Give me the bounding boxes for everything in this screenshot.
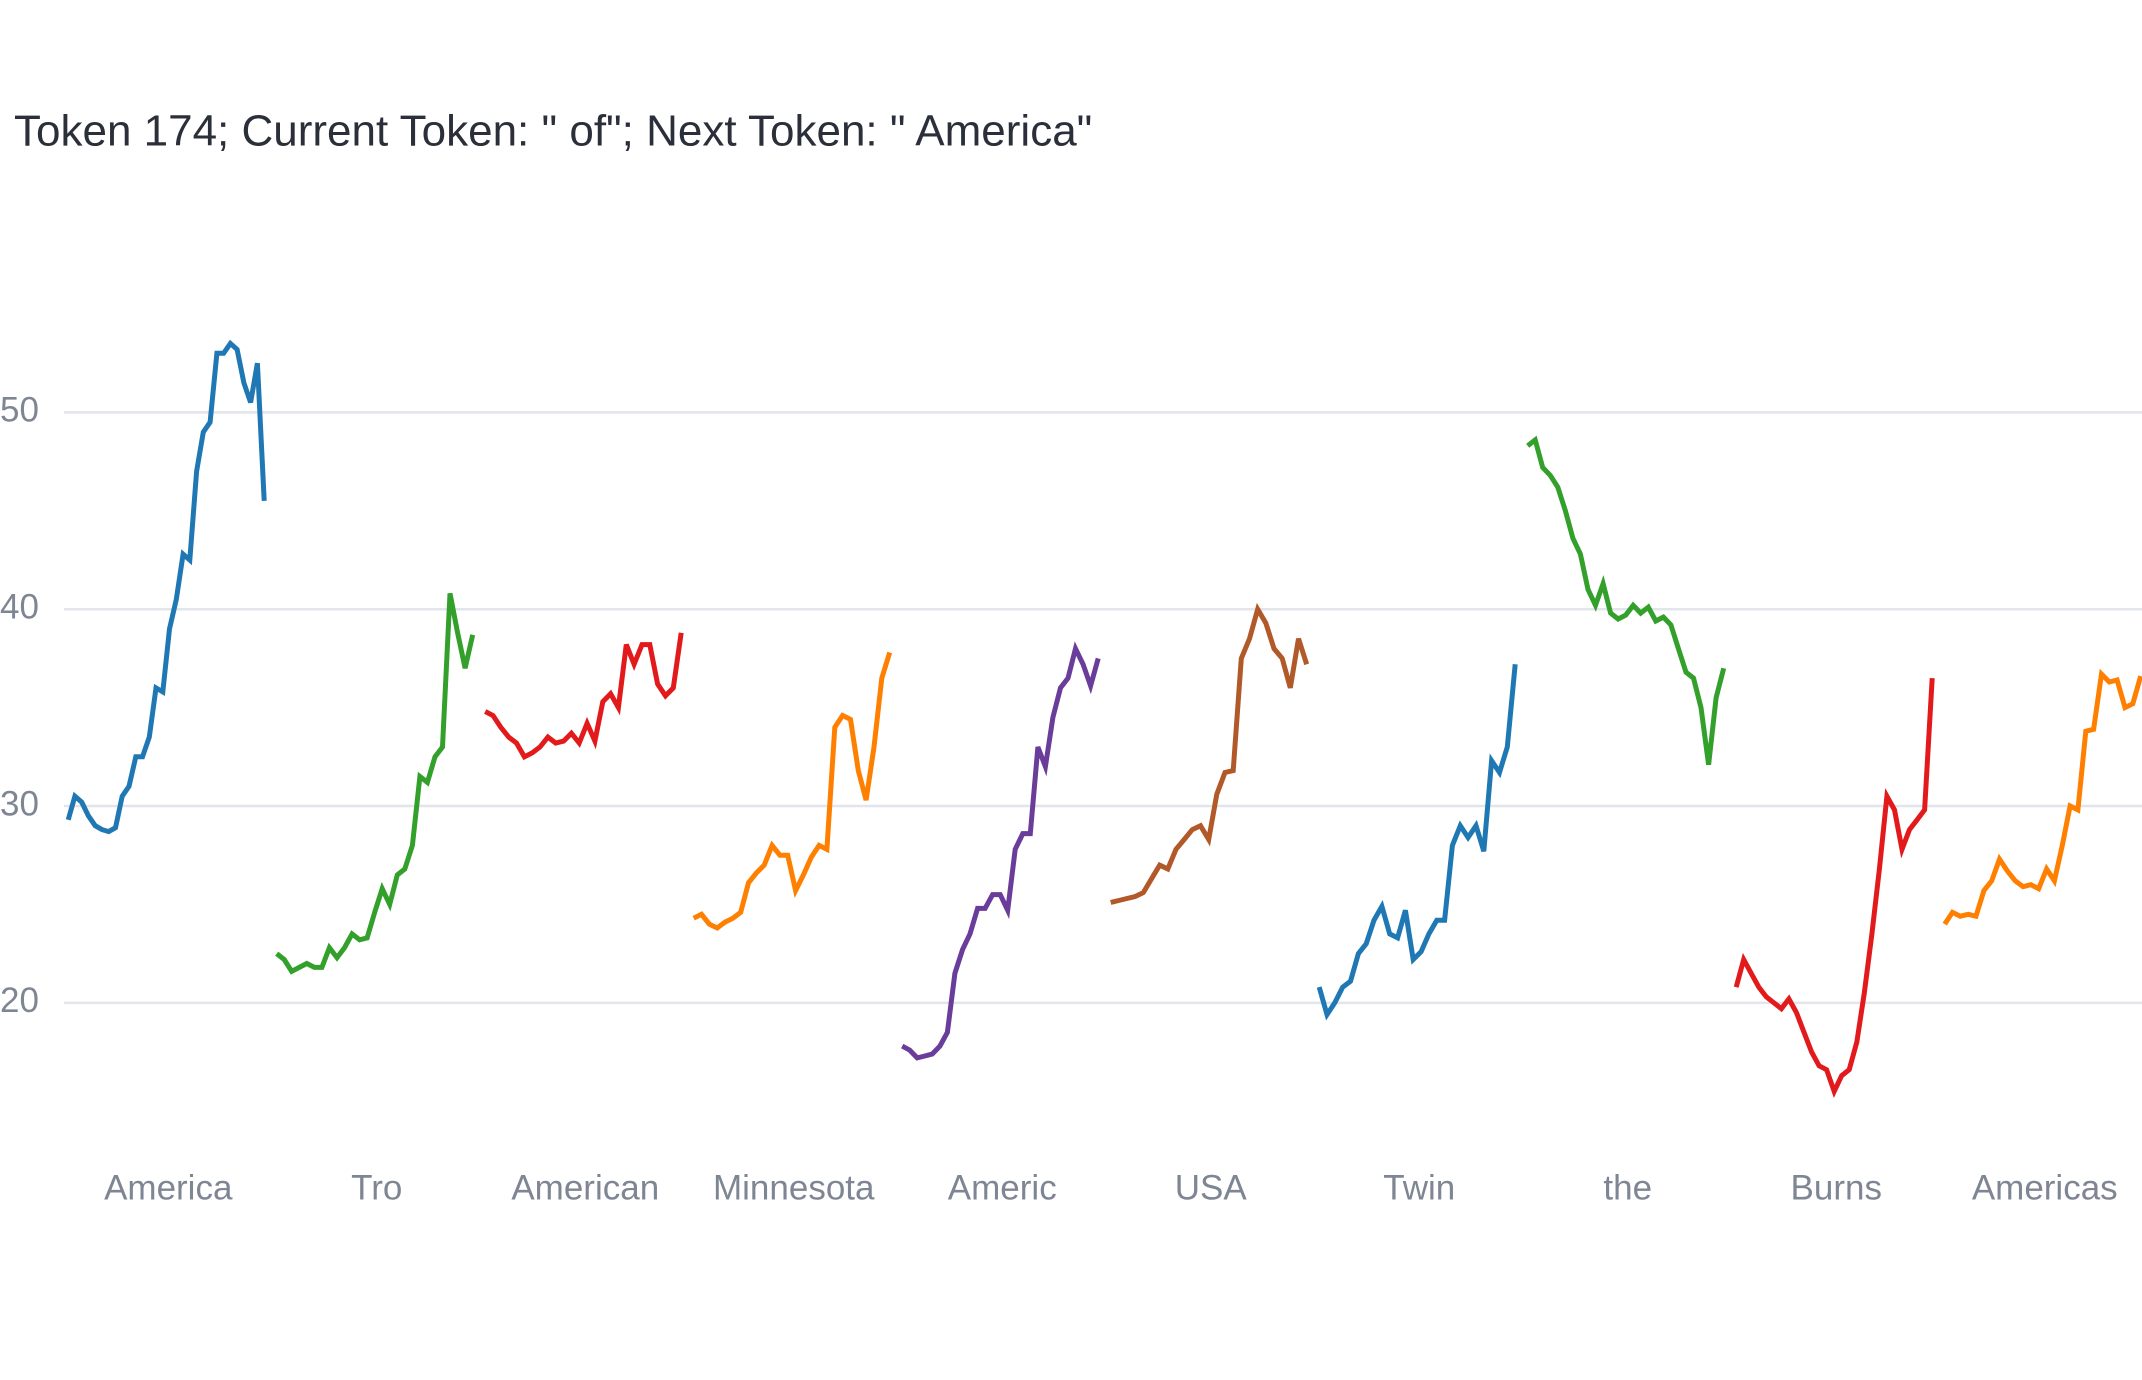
y-tick-label: 40 bbox=[0, 587, 39, 626]
series-line bbox=[65, 339, 267, 835]
series-line bbox=[275, 592, 476, 975]
x-tick-label: Minnesota bbox=[713, 1168, 875, 1207]
series-line bbox=[1110, 602, 1310, 905]
series-line bbox=[1316, 664, 1518, 1021]
y-tick-label: 30 bbox=[0, 784, 39, 823]
x-tick-label: USA bbox=[1175, 1168, 1248, 1207]
x-tick-label: Tro bbox=[351, 1168, 402, 1207]
series-line bbox=[901, 641, 1101, 1061]
x-tick-label: America bbox=[104, 1168, 233, 1207]
y-tick-label: 50 bbox=[0, 391, 39, 430]
series-line bbox=[484, 632, 684, 761]
y-tick-label: 20 bbox=[0, 981, 39, 1020]
x-tick-label: American bbox=[511, 1168, 659, 1207]
x-tick-label: Americ bbox=[948, 1168, 1057, 1207]
x-tick-label: Americas bbox=[1972, 1168, 2118, 1207]
series-line bbox=[1942, 668, 2142, 926]
series-line bbox=[1526, 435, 1727, 766]
series-line bbox=[692, 651, 893, 931]
series-line bbox=[1733, 677, 1935, 1098]
x-tick-label: Twin bbox=[1383, 1168, 1455, 1207]
chart-title: Token 174; Current Token: " of"; Next To… bbox=[14, 107, 1092, 156]
x-tick-label: the bbox=[1603, 1168, 1652, 1207]
x-tick-label: Burns bbox=[1791, 1168, 1882, 1207]
